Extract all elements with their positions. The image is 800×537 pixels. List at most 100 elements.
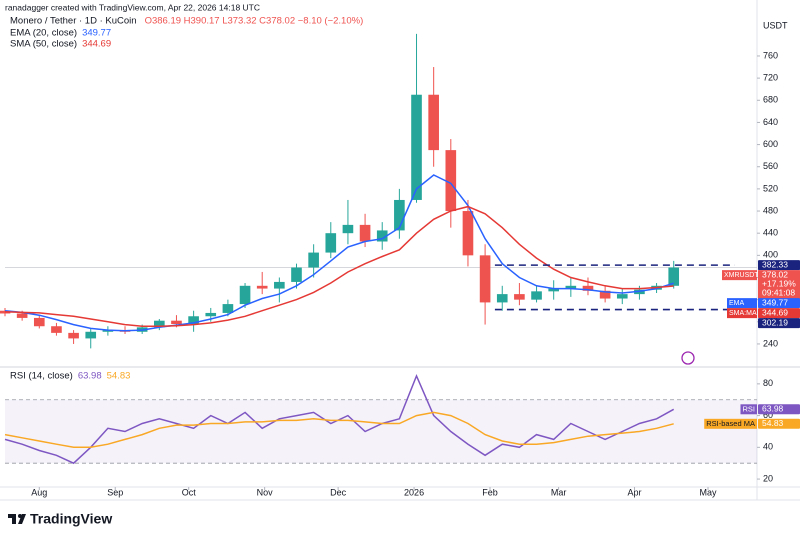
candle-body bbox=[342, 224, 354, 234]
series-tag-name-bg bbox=[727, 298, 757, 309]
candle-body bbox=[239, 285, 251, 305]
level-tag-text: 302.19 bbox=[762, 317, 788, 327]
legend-value: 54.83 bbox=[107, 371, 131, 382]
candle-body bbox=[428, 94, 439, 151]
candle-body bbox=[16, 313, 28, 318]
y-tick-label: 600 bbox=[763, 139, 778, 149]
legend-value: 63.98 bbox=[78, 371, 102, 382]
candle-body bbox=[102, 330, 114, 332]
rsi-band bbox=[5, 399, 757, 464]
x-tick-label: Apr bbox=[628, 487, 642, 497]
y-tick-label: 640 bbox=[763, 117, 778, 127]
series-tag-name-bg bbox=[704, 418, 757, 429]
series-tag-bg bbox=[758, 298, 800, 309]
series-tag-bg bbox=[758, 308, 800, 319]
price-unit: USDT bbox=[763, 20, 788, 30]
symbol-title: Monero / Tether · 1D · KuCoin bbox=[10, 16, 137, 27]
y-tick-label: 560 bbox=[763, 161, 778, 171]
x-tick-label: Aug bbox=[31, 487, 47, 497]
y-tick-label: 520 bbox=[763, 183, 778, 193]
y-tick-label: 400 bbox=[763, 250, 778, 260]
y-tick-label: 480 bbox=[763, 205, 778, 215]
series-tag-name-bg bbox=[740, 404, 757, 415]
x-tick-label: Mar bbox=[551, 487, 567, 497]
series-tag-bg bbox=[758, 404, 800, 415]
candle-body bbox=[514, 294, 525, 300]
series-tag-bg bbox=[758, 418, 800, 429]
series-tag: 349.77 bbox=[758, 297, 800, 309]
last-price-bg bbox=[722, 270, 757, 281]
candle-body bbox=[548, 288, 560, 292]
indicator-line bbox=[4, 373, 675, 465]
event-icon[interactable] bbox=[681, 351, 695, 365]
candle-body bbox=[51, 326, 62, 333]
candle-body bbox=[394, 199, 405, 231]
candle-body bbox=[68, 332, 79, 339]
candle-body bbox=[668, 267, 680, 286]
level-tag: 302.19 bbox=[758, 317, 800, 329]
candle-body bbox=[85, 331, 97, 339]
candle-body bbox=[188, 316, 199, 325]
y-tick-label: 760 bbox=[763, 50, 778, 60]
indicator-line bbox=[4, 205, 674, 327]
last-price-symbol: XMRUSDT bbox=[724, 272, 759, 279]
candle-body bbox=[616, 294, 628, 299]
legend-value: 349.77 bbox=[82, 28, 111, 39]
legend-value: 344.69 bbox=[82, 39, 111, 50]
indicator-line bbox=[4, 411, 674, 449]
x-tick-label: May bbox=[700, 487, 718, 497]
series-tag-name: RSI bbox=[742, 404, 755, 413]
candle-body bbox=[308, 252, 319, 268]
x-tick-label: Dec bbox=[330, 487, 347, 497]
candle-body bbox=[376, 230, 388, 242]
candle-body bbox=[445, 150, 457, 212]
last-price-countdown: 09:41:08 bbox=[762, 287, 795, 297]
x-tick-label: Nov bbox=[257, 487, 274, 497]
x-tick-label: Oct bbox=[182, 487, 197, 497]
y-tick-label: 40 bbox=[763, 442, 773, 452]
series-tag-text: 63.98 bbox=[762, 404, 784, 414]
series-tag-name: EMA bbox=[729, 300, 745, 307]
candle-body bbox=[531, 291, 542, 300]
indicator-line bbox=[4, 174, 674, 332]
candle-body bbox=[171, 320, 182, 325]
candle-body bbox=[33, 317, 45, 327]
credit: ranadagger created with TradingView.com,… bbox=[5, 2, 260, 12]
last-price-tag: XMRUSDT 378.02+17.19%09:41:08 bbox=[722, 269, 800, 300]
legend-name: SMA (50, close) bbox=[10, 39, 77, 50]
y-tick-label: 20 bbox=[763, 473, 773, 483]
series-tag-name: SMA:MA bbox=[729, 310, 757, 317]
candle-body bbox=[359, 224, 371, 242]
brand-dot bbox=[18, 514, 22, 518]
y-tick-label: 240 bbox=[763, 338, 778, 348]
brand-name: TradingView bbox=[30, 511, 112, 527]
series-tag: 344.69 bbox=[758, 307, 800, 319]
legend-name: EMA (20, close) bbox=[10, 28, 77, 39]
level-tag: 382.33 bbox=[758, 259, 800, 271]
y-tick-label: 80 bbox=[763, 378, 773, 388]
y-tick-label: 60 bbox=[763, 410, 773, 420]
level-tag-text: 382.33 bbox=[762, 259, 788, 269]
series-tag-name: RSI-based MA bbox=[706, 419, 755, 428]
candle-body bbox=[565, 285, 577, 289]
candle-body bbox=[291, 267, 302, 282]
level-tag-bg bbox=[758, 260, 800, 271]
candle-body bbox=[582, 285, 594, 291]
candle-body bbox=[205, 312, 217, 317]
x-tick-label: Sep bbox=[107, 487, 123, 497]
candle-body bbox=[256, 285, 268, 289]
level-tag-bg bbox=[758, 318, 800, 329]
series-tag-text: 54.83 bbox=[762, 418, 784, 428]
series-tag-text: 344.69 bbox=[762, 307, 788, 317]
candle-body bbox=[479, 255, 491, 303]
series-tag: 63.98 bbox=[758, 404, 800, 415]
candle-body bbox=[411, 94, 422, 200]
y-tick-label: 680 bbox=[763, 95, 778, 105]
last-price-change: +17.19% bbox=[762, 278, 796, 288]
series-tag-name-bg bbox=[727, 308, 757, 319]
rsi-title: RSI (14, close) bbox=[10, 371, 73, 382]
x-tick-label: 2026 bbox=[404, 487, 424, 497]
candle-body bbox=[325, 233, 337, 253]
